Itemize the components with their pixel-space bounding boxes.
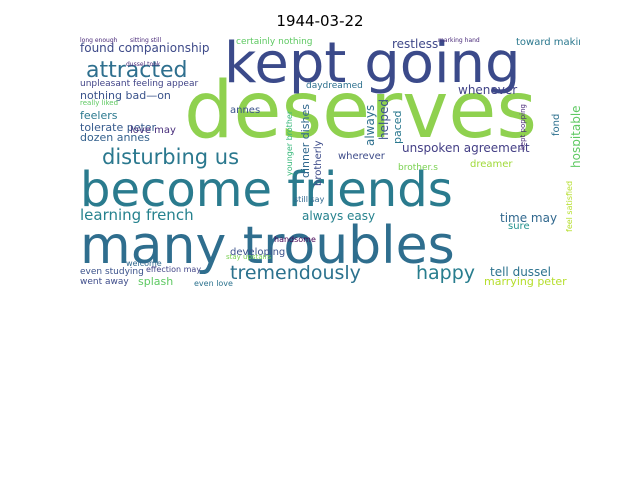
word-dreamer: dreamer [470,159,513,170]
word-hospitable: hospitable [569,105,580,168]
word-effection-may: effection may [146,265,202,274]
word-marrying-peter: marrying peter [484,275,567,288]
word-cloud: deserves become friends many troubles ke… [80,36,580,294]
word-fond: fond [551,113,562,136]
word-feel-satisfied: feel satisfied [565,180,574,232]
word-restless: restless [392,37,439,51]
word-unspoken-agreement: unspoken agreement [402,141,530,155]
word-certainly-nothing: certainly nothing [236,37,313,47]
word-found-companionship: found companionship [80,41,210,55]
word-feelers: feelers [80,109,118,122]
word-love-may: love may [130,125,176,136]
word-developing: developing [230,247,286,258]
word-dinner-dishes: dinner dishes [299,103,312,178]
word-deserves: deserves [184,66,537,156]
word-even-love: even love [194,279,233,288]
word-annes: annes [230,105,261,116]
word-attracted: attracted [86,58,188,83]
word-really-liked: really liked [80,99,119,107]
word-toward-making: toward making [516,37,580,48]
word-learning-french: learning french [80,206,194,224]
word-splash: splash [138,275,174,288]
word-time-may: time may [500,211,558,225]
word-whenever: whenever [458,83,518,97]
word-tell-dussel: tell dussel [490,265,552,279]
word-dozen-annes: dozen annes [80,131,150,144]
word-dussel-took: dussel took [126,61,161,68]
word-went-away: went away [80,277,129,287]
word-welcome: welcome [126,259,162,268]
word-helped: helped [377,99,391,140]
word-kept-going: kept going [224,36,521,96]
word-stay-upstairs: stay upstairs [226,253,272,261]
word-kept-popping: kept popping [519,104,527,150]
word-even-studying: even studying [80,267,144,277]
word-brotherly: brotherly [313,140,324,186]
word-become-friends: become friends [80,162,453,218]
word-wherever: wherever [338,151,385,162]
word-disturbing-us: disturbing us [102,145,240,169]
word-tolerate-peter: tolerate peter [80,121,157,134]
word-many-troubles: many troubles [80,216,455,276]
word-nothing-bad-on: nothing bad—on [80,89,171,102]
word-handsome: handsome [274,235,316,244]
word-still-say: still say [294,195,325,204]
word-brother-s: brother.s [398,163,438,173]
word-sitting-still: sitting still [130,37,162,44]
word-daydreamed: daydreamed [306,81,363,91]
word-tremendously: tremendously [230,262,361,284]
word-younger-brother: younger brother [285,110,294,176]
word-paced: paced [391,110,404,144]
word-sure: sure [508,221,530,232]
chart-title: 1944-03-22 [276,12,364,30]
word-always: always [363,104,377,146]
word-marking-hand: marking hand [438,37,480,44]
word-always-easy: always easy [302,209,376,223]
word-happy: happy [416,262,476,284]
word-long-enough: long enough [80,37,118,44]
word-unpleasant-feeling: unpleasant feeling appear [80,79,199,89]
